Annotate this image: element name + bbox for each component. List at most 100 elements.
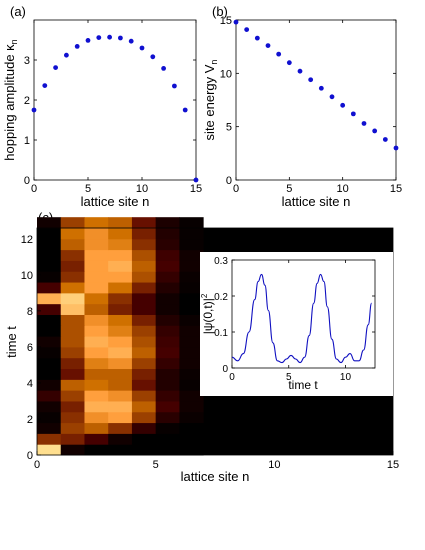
heatmap-cell xyxy=(131,292,157,305)
panel-a-point xyxy=(85,38,91,43)
heatmap-cell xyxy=(108,260,133,272)
heatmap-cell xyxy=(108,379,133,391)
panel-b-point xyxy=(286,60,292,66)
panel-b-point xyxy=(318,85,324,91)
heatmap-cell xyxy=(60,249,85,261)
heatmap-cell xyxy=(108,217,133,229)
panel-b-point xyxy=(244,27,250,32)
heatmap-cell xyxy=(37,314,62,326)
heatmap-cell xyxy=(108,422,133,434)
panel-b-ylabel: site energy Vn xyxy=(202,60,219,141)
heatmap-cell xyxy=(60,238,85,251)
heatmap-cell xyxy=(84,390,109,402)
heatmap-cell xyxy=(108,238,133,251)
heatmap-cell xyxy=(37,292,62,305)
panel-b-point xyxy=(254,35,260,41)
heatmap-cell xyxy=(131,411,157,424)
inset-xtick-label: 5 xyxy=(286,372,292,383)
heatmap-cell xyxy=(179,249,204,261)
heatmap-cell xyxy=(179,444,204,456)
heatmap-cell xyxy=(131,368,157,380)
heatmap-cell xyxy=(155,217,180,229)
heatmap-cell xyxy=(60,444,85,456)
panel-b-point xyxy=(265,43,271,48)
heatmap-cell xyxy=(179,357,204,370)
panel-a-point xyxy=(150,54,156,60)
heatmap-cell xyxy=(179,379,204,391)
heatmap-cell xyxy=(37,346,62,359)
heatmap-cell xyxy=(60,336,85,348)
heatmap-cell xyxy=(37,325,62,337)
heatmap-cell xyxy=(37,249,62,261)
inset-xlabel: time t xyxy=(288,378,318,392)
heatmap-cell xyxy=(84,444,109,456)
heatmap-cell xyxy=(108,271,133,283)
panel-c-ytick-label: 12 xyxy=(21,234,33,246)
panel-a-point xyxy=(53,65,58,70)
heatmap-cell xyxy=(155,433,180,445)
heatmap-cell xyxy=(60,379,85,391)
heatmap-cell xyxy=(37,379,62,391)
heatmap-cell xyxy=(155,357,180,370)
panel-b-frame xyxy=(235,19,397,181)
heatmap-cell xyxy=(155,336,180,348)
heatmap-cell xyxy=(60,303,85,315)
heatmap-cell xyxy=(37,444,62,456)
panel-a-point xyxy=(193,177,199,183)
heatmap-cell xyxy=(84,238,109,251)
panel-a-frame xyxy=(33,19,197,181)
heatmap-cell xyxy=(37,238,62,251)
panel-c-ylabel: time t xyxy=(4,326,19,358)
heatmap-cell xyxy=(155,325,180,337)
heatmap-cell xyxy=(179,325,204,337)
heatmap-cell xyxy=(179,217,204,229)
panel-c-xtick-label: 5 xyxy=(153,459,159,471)
panel-a-point xyxy=(172,83,177,89)
heatmap-cell xyxy=(131,433,157,445)
heatmap-cell xyxy=(131,314,157,326)
panel-b-point xyxy=(233,19,239,25)
heatmap-cell xyxy=(84,422,109,434)
heatmap-cell xyxy=(84,336,109,348)
panel-b: (b) 0 5 10 15 0 5 10 15 lattice site n site ene… xyxy=(202,4,402,209)
panel-b-point xyxy=(393,145,399,151)
heatmap-cell xyxy=(155,368,180,380)
heatmap-cell xyxy=(131,238,157,251)
heatmap-cell xyxy=(131,400,157,413)
panel-b-point xyxy=(350,111,356,117)
panel-c-ytick-label: 4 xyxy=(27,378,33,390)
heatmap-cell xyxy=(131,390,157,402)
panel-a: (a) 0 5 10 15 0 1 2 3 lattice site n hopping am… xyxy=(2,4,202,209)
heatmap-cell xyxy=(37,422,62,434)
panel-a-point xyxy=(96,35,102,40)
panel-b-label: (b) xyxy=(212,4,228,19)
heatmap-cell xyxy=(60,217,85,229)
heatmap-cell xyxy=(131,228,157,240)
panel-a-point xyxy=(31,107,37,113)
heatmap-cell xyxy=(108,228,133,240)
heatmap-cell xyxy=(60,292,85,305)
heatmap-cell xyxy=(60,282,85,294)
heatmap-cell xyxy=(179,336,204,348)
heatmap-cell xyxy=(179,346,204,359)
heatmap-cell xyxy=(131,325,157,337)
heatmap-cell xyxy=(179,303,204,315)
heatmap-cell xyxy=(131,346,157,359)
panel-a-point xyxy=(161,66,167,71)
heatmap-cell xyxy=(108,400,133,413)
heatmap-cell xyxy=(84,325,109,337)
panel-a-point xyxy=(139,45,145,51)
heatmap-cell xyxy=(155,260,180,272)
heatmap-cell xyxy=(131,379,157,391)
heatmap-cell xyxy=(108,411,133,424)
heatmap-cell xyxy=(155,292,180,305)
panel-b-point xyxy=(382,137,388,142)
heatmap-cell xyxy=(131,260,157,272)
panel-a-point xyxy=(118,35,123,41)
heatmap-cell xyxy=(131,336,157,348)
heatmap-cell xyxy=(155,303,180,315)
panel-c-xtick-label: 10 xyxy=(268,459,280,471)
heatmap-cell xyxy=(179,271,204,283)
heatmap-cell xyxy=(179,228,204,240)
